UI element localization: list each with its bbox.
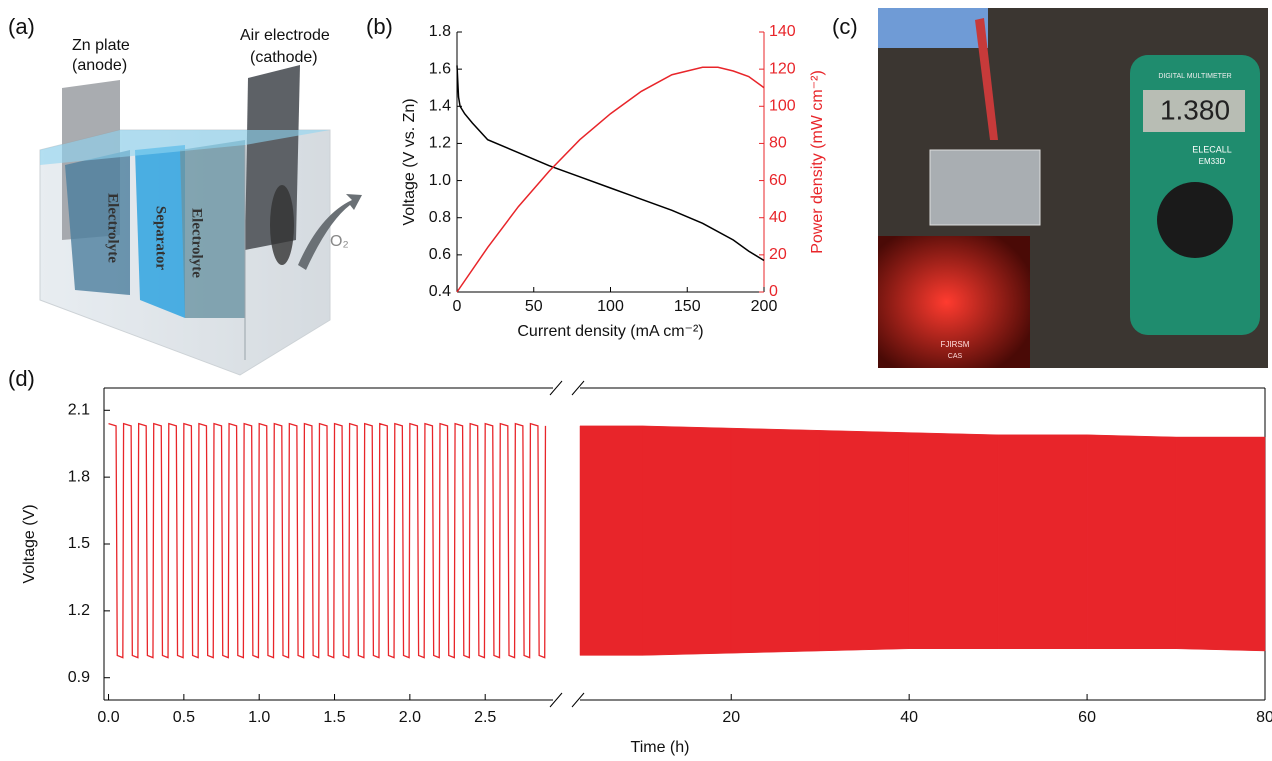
- photo-label: CAS: [948, 353, 963, 360]
- schematic-label: Electrolyte: [189, 208, 205, 278]
- cycling-band: [1086, 434, 1177, 649]
- photo-label: FJIRSM: [941, 340, 970, 349]
- y-tick-label: 2.1: [68, 402, 90, 419]
- y2-tick-label: 140: [769, 23, 796, 40]
- x-tick-label: 0.0: [97, 709, 119, 726]
- panel-label: (b): [366, 14, 393, 39]
- axis-break: [571, 692, 585, 708]
- y-tick-label: 0.6: [429, 246, 451, 263]
- x-tick-label: 0.5: [173, 709, 195, 726]
- cycling-band: [908, 432, 999, 649]
- schematic-label: (cathode): [250, 49, 318, 66]
- y2-tick-label: 60: [769, 172, 787, 189]
- cycling-band: [997, 434, 1088, 649]
- x-tick-label: 60: [1078, 709, 1096, 726]
- y-tick-label: 1.5: [68, 535, 90, 552]
- x-tick-label: 80: [1256, 709, 1272, 726]
- line: [108, 422, 547, 659]
- cycling-band: [730, 427, 821, 654]
- x-tick-label: 150: [674, 298, 701, 315]
- photo-label: 1.380: [1160, 94, 1230, 125]
- y2-tick-label: 120: [769, 60, 796, 77]
- schematic-label: O₂: [330, 233, 349, 250]
- schematic-label: Electrolyte: [105, 193, 121, 263]
- photo-label: DIGITAL MULTIMETER: [1158, 73, 1231, 80]
- y2-tick-label: 100: [769, 98, 796, 115]
- x-axis-title: Current density (mA cm⁻²): [517, 323, 703, 340]
- y2-tick-label: 80: [769, 135, 787, 152]
- photo: DIGITAL MULTIMETER 1.380 ELECALL EM33D F…: [878, 8, 1268, 368]
- schematic-label: Air electrode: [240, 27, 330, 44]
- axis-break: [549, 692, 563, 708]
- cycling-band: [642, 425, 732, 656]
- y2-axis-title: Power density (mW cm⁻²): [809, 70, 826, 254]
- line: [456, 65, 765, 262]
- y-tick-label: 1.0: [429, 172, 451, 189]
- y-tick-label: 1.2: [68, 602, 90, 619]
- panel-label: (a): [8, 14, 35, 39]
- schematic-label: Zn plate: [72, 37, 130, 54]
- x-tick-label: 0: [453, 298, 462, 315]
- axis-break: [571, 380, 585, 396]
- photo-label: EM33D: [1199, 157, 1226, 166]
- y2-tick-label: 40: [769, 209, 787, 226]
- x-tick-label: 2.0: [399, 709, 421, 726]
- x-tick-label: 1.0: [248, 709, 270, 726]
- photo-label: ELECALL: [1192, 144, 1232, 154]
- y2-tick-label: 0: [769, 283, 778, 300]
- x-axis-title: Time (h): [631, 739, 690, 756]
- line: [456, 66, 765, 293]
- x-tick-label: 20: [722, 709, 740, 726]
- y-tick-label: 0.8: [429, 209, 451, 226]
- x-tick-label: 40: [900, 709, 918, 726]
- cycling-band: [1175, 436, 1266, 652]
- y-tick-label: 1.6: [429, 60, 451, 77]
- y-tick-label: 1.4: [429, 98, 451, 115]
- schematic-label: (anode): [72, 57, 127, 74]
- y-axis-title: Voltage (V vs. Zn): [401, 98, 418, 225]
- y-tick-label: 1.2: [429, 135, 451, 152]
- y-tick-label: 1.8: [429, 23, 451, 40]
- x-tick-label: 50: [525, 298, 543, 315]
- x-tick-label: 100: [597, 298, 624, 315]
- x-tick-label: 1.5: [323, 709, 345, 726]
- panel-label: (d): [8, 366, 35, 391]
- x-tick-label: 2.5: [474, 709, 496, 726]
- schematic-label: Separator: [153, 206, 169, 270]
- y-tick-label: 1.8: [68, 468, 90, 485]
- axis-break: [549, 380, 563, 396]
- y-tick-label: 0.4: [429, 283, 451, 300]
- y-tick-label: 0.9: [68, 669, 90, 686]
- schematic: Zn plate (anode) Air electrode (cathode)…: [39, 27, 362, 376]
- cycling-band: [579, 425, 643, 656]
- cycling-band: [819, 430, 910, 652]
- x-tick-label: 200: [751, 298, 778, 315]
- y-axis-title: Voltage (V): [21, 504, 38, 583]
- y2-tick-label: 20: [769, 246, 787, 263]
- panel-label: (c): [832, 14, 858, 39]
